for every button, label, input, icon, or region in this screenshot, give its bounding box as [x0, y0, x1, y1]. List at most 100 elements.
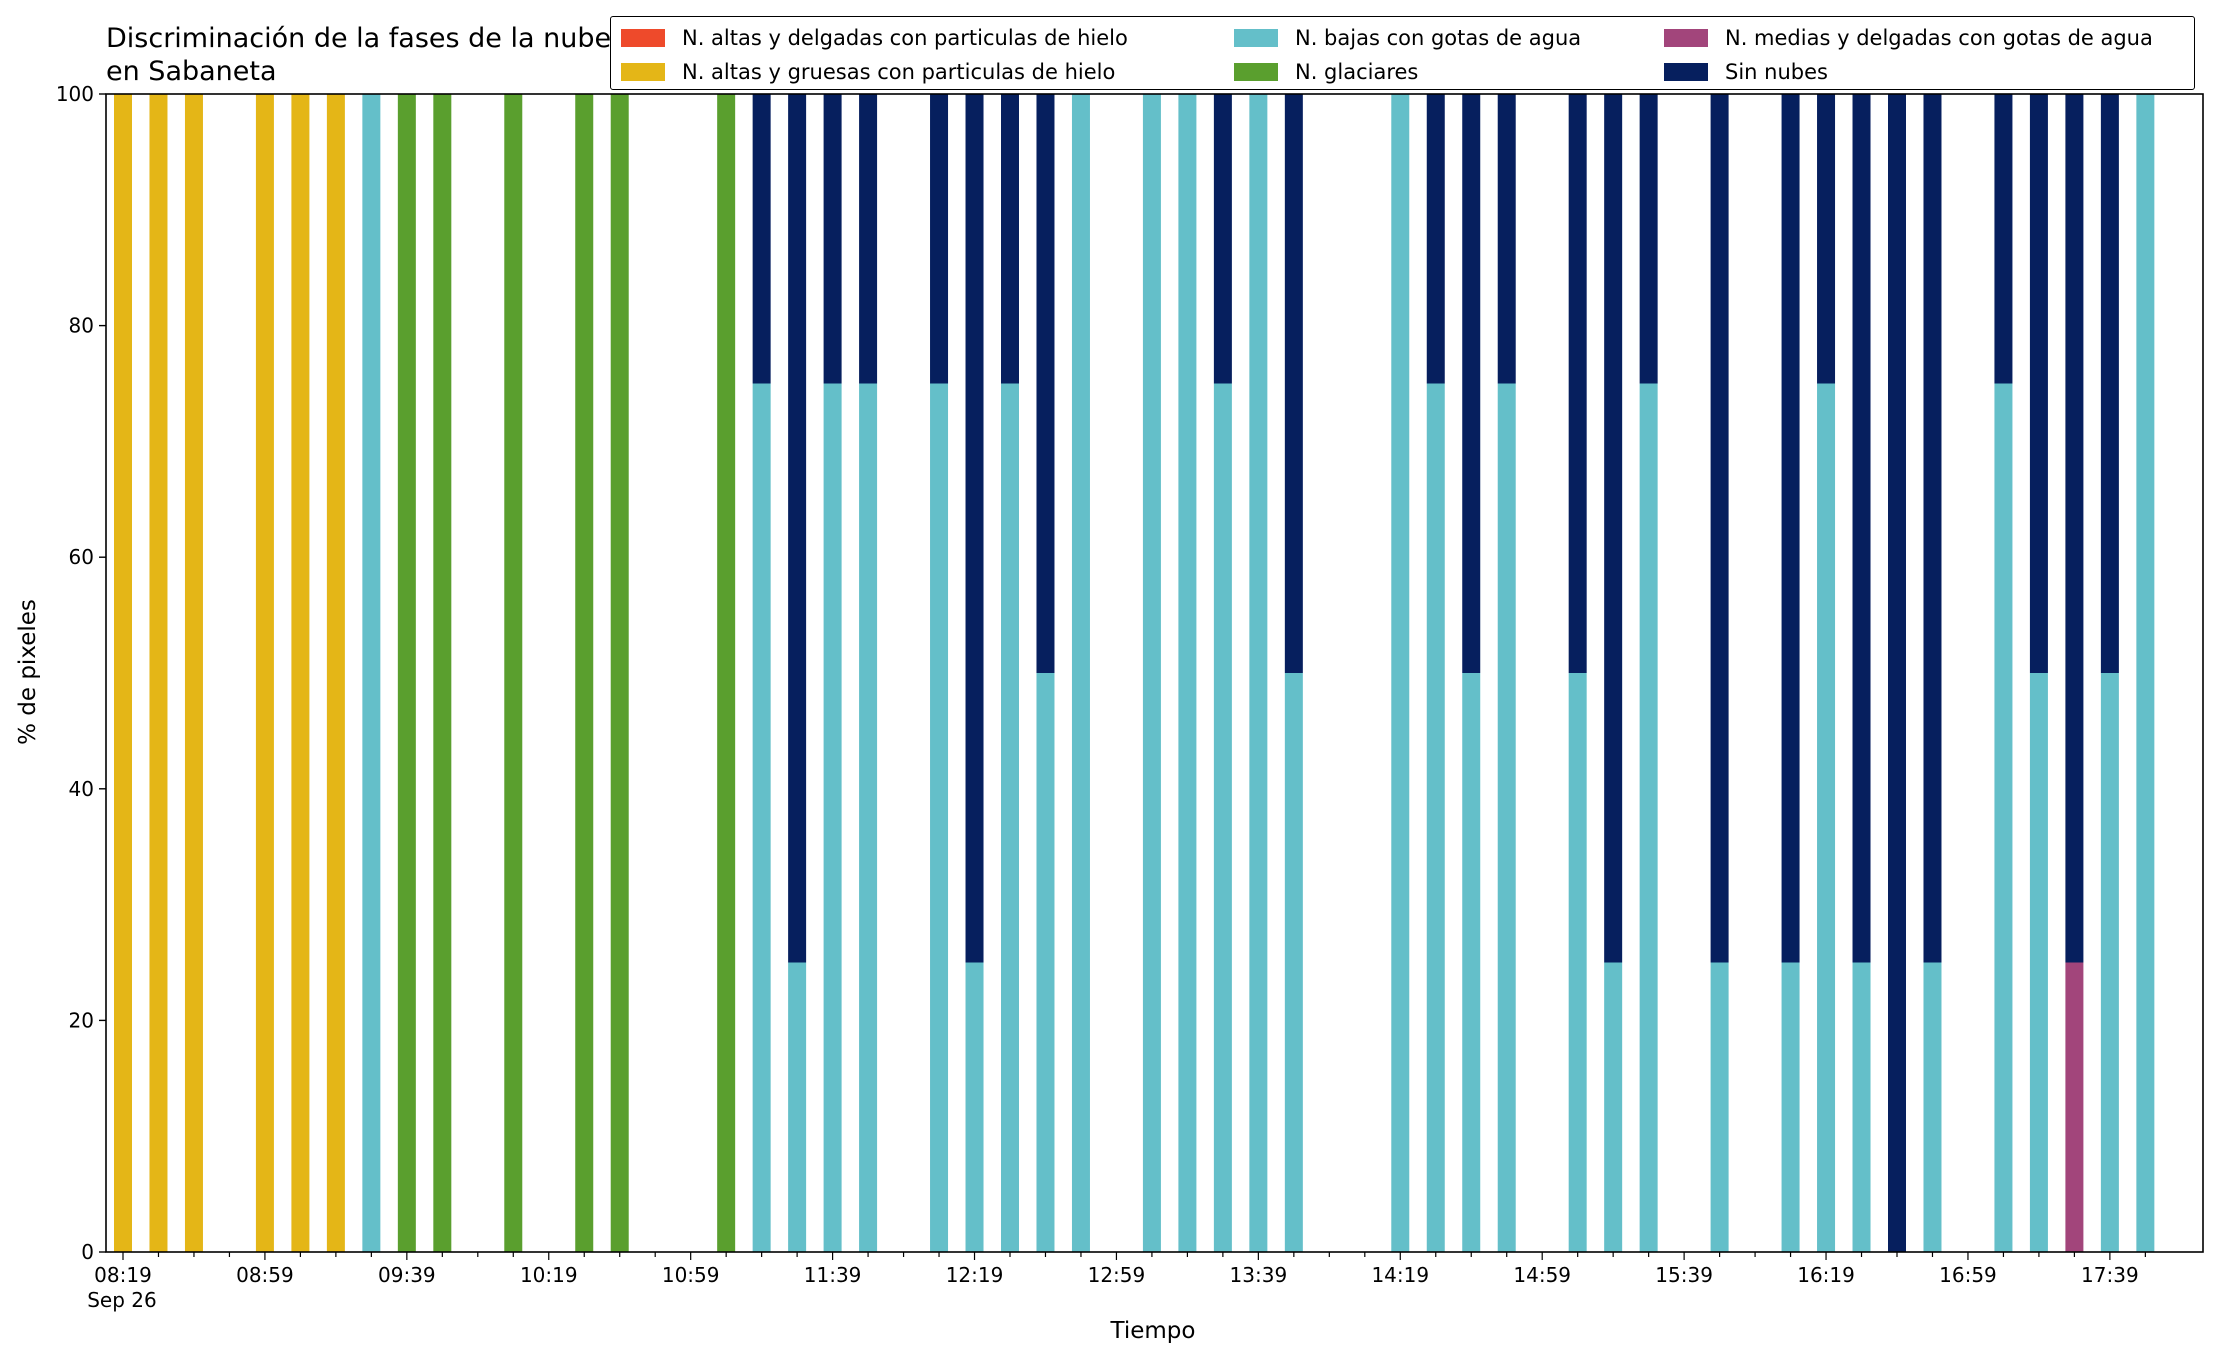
legend-item: N. altas y delgadas con particulas de hi…: [621, 25, 1128, 51]
chart-legend: N. altas y delgadas con particulas de hi…: [610, 16, 2195, 90]
legend-swatch: [621, 63, 665, 81]
legend-item: N. bajas con gotas de agua: [1234, 25, 1581, 51]
bar-n-bajas-con-gotas-de-agua-1649: [1923, 962, 1942, 1252]
bar-sin-nubes-1629: [1852, 94, 1871, 963]
bar-n-bajas-con-gotas-de-agua-1749: [2136, 94, 2155, 1252]
bar-sin-nubes-1119: [752, 94, 771, 384]
x-tick-label: 13:39: [1230, 1263, 1288, 1287]
bar-n-bajas-con-gotas-de-agua-1739: [2100, 673, 2119, 1252]
bar-sin-nubes-1509: [1568, 94, 1587, 673]
x-tick-label: 11:39: [804, 1263, 862, 1287]
legend-item: N. altas y gruesas con particulas de hie…: [621, 59, 1115, 85]
bar-n-bajas-con-gotas-de-agua-1429: [1426, 383, 1445, 1252]
bar-sin-nubes-1609: [1781, 94, 1800, 963]
x-tick-label: 09:39: [378, 1263, 436, 1287]
bar-n-altas-y-gruesas-con-particulas-de-hielo-0839: [184, 94, 203, 1252]
y-tick-label: 100: [56, 82, 94, 106]
bar-n-glaciares-1109: [717, 94, 736, 1252]
bar-sin-nubes-1709: [1994, 94, 2013, 384]
bar-sin-nubes-1739: [2100, 94, 2119, 673]
bar-n-glaciares-0939: [397, 94, 416, 1252]
bar-n-bajas-con-gotas-de-agua-1139: [823, 383, 842, 1252]
bar-n-bajas-con-gotas-de-agua-1509: [1568, 673, 1587, 1252]
bar-n-glaciares-1009: [504, 94, 523, 1252]
y-axis: 0 20 40 60 80 100: [56, 82, 106, 1264]
legend-label: N. altas y delgadas con particulas de hi…: [682, 26, 1128, 50]
bar-n-bajas-con-gotas-de-agua-1719: [2029, 673, 2048, 1252]
legend-label: N. bajas con gotas de agua: [1295, 26, 1582, 50]
bar-sin-nubes-1639: [1888, 94, 1906, 1252]
bar-sin-nubes-1529: [1639, 94, 1658, 384]
legend-label: N. glaciares: [1295, 60, 1419, 84]
bar-n-altas-y-gruesas-con-particulas-de-hielo-0859: [255, 94, 274, 1252]
bar-n-bajas-con-gotas-de-agua-1709: [1994, 383, 2013, 1252]
bar-n-altas-y-gruesas-con-particulas-de-hielo-0919: [326, 94, 345, 1252]
bar-sin-nubes-1719: [2029, 94, 2048, 673]
x-tick-label: 12:59: [1088, 1263, 1146, 1287]
y-tick-label: 40: [69, 777, 94, 801]
bar-sin-nubes-1329: [1213, 94, 1232, 384]
bar-n-bajas-con-gotas-de-agua-1549: [1710, 962, 1729, 1252]
bar-n-bajas-con-gotas-de-agua-0929: [362, 94, 381, 1252]
x-tick-label: 15:39: [1655, 1263, 1713, 1287]
legend-item: Sin nubes: [1664, 59, 1828, 85]
bar-sin-nubes-1619: [1817, 94, 1836, 384]
x-tick-label: 08:19: [94, 1263, 152, 1287]
bar-n-bajas-con-gotas-de-agua-1219: [965, 962, 984, 1252]
bar-n-bajas-con-gotas-de-agua-1449: [1497, 383, 1516, 1252]
bar-n-glaciares-1029: [575, 94, 594, 1252]
x-tick-label: 14:59: [1513, 1263, 1571, 1287]
bar-sin-nubes-1149: [859, 94, 878, 384]
bar-n-bajas-con-gotas-de-agua-1249: [1071, 94, 1090, 1252]
bar-layer: [114, 94, 2155, 1252]
x-tick-label: 12:19: [946, 1263, 1004, 1287]
bar-n-glaciares-1039: [610, 94, 629, 1252]
bar-sin-nubes-1229: [1001, 94, 1019, 384]
bar-sin-nubes-1549: [1710, 94, 1729, 963]
legend-swatch: [1234, 63, 1278, 81]
bar-n-bajas-con-gotas-de-agua-1419: [1391, 94, 1410, 1252]
legend-item: N. glaciares: [1234, 59, 1418, 85]
x-date-label: Sep 26: [87, 1288, 157, 1312]
bar-sin-nubes-1209: [930, 94, 949, 384]
x-tick-label: 10:19: [520, 1263, 578, 1287]
bar-sin-nubes-1429: [1426, 94, 1445, 384]
bar-n-bajas-con-gotas-de-agua-1229: [1001, 383, 1019, 1252]
bar-sin-nubes-1439: [1462, 94, 1481, 673]
x-tick-label: 08:59: [236, 1263, 294, 1287]
y-tick-label: 80: [69, 314, 94, 338]
x-tick-label: 16:59: [1939, 1263, 1997, 1287]
bar-sin-nubes-1139: [823, 94, 842, 384]
bar-n-bajas-con-gotas-de-agua-1329: [1213, 383, 1232, 1252]
bar-n-bajas-con-gotas-de-agua-1439: [1462, 673, 1481, 1252]
bar-n-bajas-con-gotas-de-agua-1609: [1781, 962, 1800, 1252]
bar-sin-nubes-1219: [965, 94, 984, 963]
bar-sin-nubes-1449: [1497, 94, 1516, 384]
legend-swatch: [1664, 29, 1708, 47]
x-tick-label: 16:19: [1797, 1263, 1855, 1287]
bar-n-altas-y-gruesas-con-particulas-de-hielo-0819: [114, 94, 132, 1252]
bar-sin-nubes-1519: [1604, 94, 1623, 963]
y-tick-label: 60: [69, 545, 94, 569]
bar-sin-nubes-1649: [1923, 94, 1942, 963]
bar-n-bajas-con-gotas-de-agua-1149: [859, 383, 878, 1252]
bar-n-bajas-con-gotas-de-agua-1309: [1142, 94, 1161, 1252]
bar-n-bajas-con-gotas-de-agua-1349: [1284, 673, 1303, 1252]
legend-label: N. medias y delgadas con gotas de agua: [1725, 26, 2153, 50]
legend-label: Sin nubes: [1725, 60, 1828, 84]
chart-title: Discriminación de la fases de la nube en…: [106, 23, 612, 87]
legend-swatch: [1234, 29, 1278, 47]
bar-sin-nubes-1729: [2065, 94, 2084, 963]
bar-n-bajas-con-gotas-de-agua-1119: [752, 383, 771, 1252]
bar-n-bajas-con-gotas-de-agua-1129: [788, 962, 807, 1252]
bar-n-bajas-con-gotas-de-agua-1239: [1036, 673, 1055, 1252]
x-tick-label: 10:59: [662, 1263, 720, 1287]
y-tick-label: 20: [69, 1008, 94, 1032]
bar-n-medias-y-delgadas-con-gotas-de-agua-1729: [2065, 962, 2084, 1252]
bar-n-bajas-con-gotas-de-agua-1629: [1852, 962, 1871, 1252]
bar-sin-nubes-1349: [1284, 94, 1303, 673]
bar-n-glaciares-0949: [433, 94, 452, 1252]
bar-n-bajas-con-gotas-de-agua-1319: [1178, 94, 1197, 1252]
x-tick-label: 14:19: [1371, 1263, 1429, 1287]
